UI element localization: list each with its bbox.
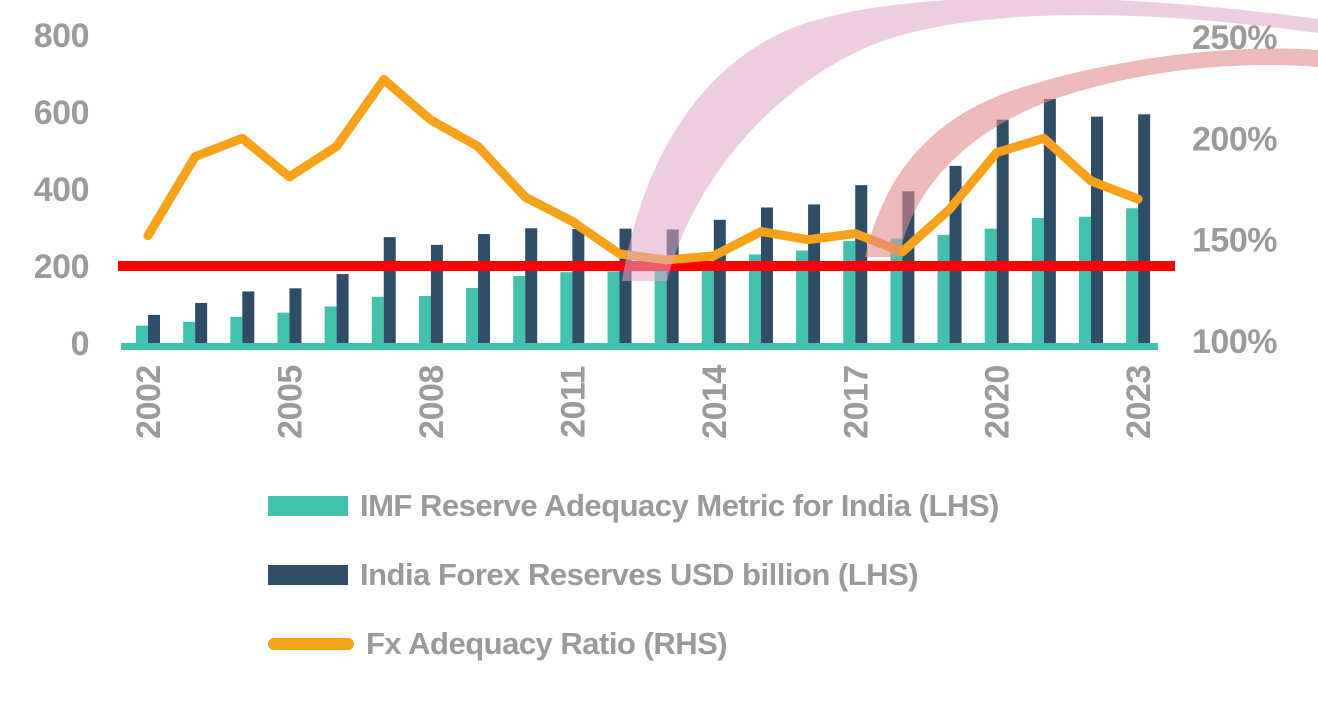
- bar-forex-reserves: [336, 274, 349, 343]
- bar-imf-metric: [418, 296, 431, 343]
- legend: IMF Reserve Adequacy Metric for India (L…: [268, 486, 999, 664]
- left-axis-tick-label: 600: [34, 94, 89, 132]
- left-axis-tick-label: 0: [71, 325, 89, 363]
- x-axis-tick-label: 2014: [696, 365, 734, 439]
- bar-forex-reserves: [808, 204, 821, 343]
- left-axis-tick-label: 400: [34, 171, 89, 209]
- bar-imf-metric: [230, 316, 243, 343]
- bar-imf-metric: [513, 276, 526, 343]
- x-axis-tick-label: 2005: [271, 365, 309, 439]
- bar-imf-metric: [371, 296, 384, 343]
- legend-label-fx-adequacy-ratio: Fx Adequacy Ratio (RHS): [366, 626, 728, 661]
- bar-forex-reserves: [1138, 114, 1151, 343]
- x-axis-tick-label: 2017: [837, 365, 875, 439]
- bar-imf-metric: [796, 250, 809, 343]
- legend-label-imf-metric: IMF Reserve Adequacy Metric for India (L…: [360, 488, 999, 523]
- right-axis-tick-label: 250%: [1192, 19, 1277, 57]
- bar-imf-metric: [560, 272, 573, 343]
- x-axis-tick-label: 2002: [130, 365, 168, 439]
- bar-forex-reserves: [242, 291, 255, 343]
- bar-imf-metric: [937, 234, 950, 343]
- legend-item-imf-metric: IMF Reserve Adequacy Metric for India (L…: [268, 486, 999, 526]
- bar-imf-metric: [277, 312, 290, 343]
- bar-forex-reserves: [289, 288, 302, 343]
- bar-imf-metric: [843, 240, 856, 343]
- left-axis-tick-label: 800: [34, 17, 89, 55]
- bar-forex-reserves: [1043, 98, 1056, 343]
- x-axis-tick-label: 2011: [554, 366, 592, 438]
- left-axis-tick-label: 200: [34, 248, 89, 286]
- pink-swoosh-watermark: [622, 0, 1318, 281]
- right-axis-tick-label: 100%: [1192, 323, 1277, 361]
- bar-imf-metric: [654, 270, 667, 343]
- bar-imf-metric: [183, 321, 196, 343]
- bar-imf-metric: [701, 269, 714, 343]
- bar-forex-reserves: [1091, 116, 1103, 344]
- imf-metric-swatch: [268, 496, 348, 516]
- legend-label-forex-reserves: India Forex Reserves USD billion (LHS): [360, 557, 919, 592]
- bar-imf-metric: [748, 254, 761, 343]
- bar-imf-metric: [466, 287, 479, 343]
- bar-imf-metric: [324, 306, 337, 343]
- x-axis-tick-label: 2008: [413, 365, 451, 439]
- x-axis-tick-label: 2023: [1120, 365, 1158, 439]
- bar-forex-reserves: [760, 207, 773, 343]
- right-axis-tick-label: 150%: [1192, 222, 1277, 260]
- right-axis-tick-label: 200%: [1192, 120, 1277, 158]
- bar-forex-reserves: [478, 234, 491, 343]
- bar-forex-reserves: [525, 228, 538, 343]
- forex-reserves-swatch: [268, 565, 348, 585]
- bar-forex-reserves: [430, 244, 443, 343]
- bar-forex-reserves: [572, 229, 585, 343]
- bar-imf-metric: [607, 271, 620, 343]
- legend-item-forex-reserves: India Forex Reserves USD billion (LHS): [268, 555, 999, 595]
- reserves-adequacy-chart: 800 600 400 200 0 250% 200% 150% 100% 2002 2005 200…: [34, 0, 1318, 439]
- bar-imf-metric: [984, 228, 997, 343]
- bar-imf-metric: [1031, 217, 1044, 343]
- fx-adequacy-ratio-swatch: [268, 638, 354, 650]
- x-axis-line: [121, 343, 1158, 350]
- salmon-swoosh-watermark: [865, 48, 1318, 258]
- bar-forex-reserves: [195, 302, 208, 343]
- x-axis-tick-label: 2020: [979, 365, 1017, 439]
- bar-imf-metric: [136, 325, 148, 343]
- bar-imf-metric: [1126, 208, 1139, 343]
- bar-forex-reserves: [148, 314, 160, 343]
- legend-item-fx-adequacy-ratio: Fx Adequacy Ratio (RHS): [268, 624, 999, 664]
- bar-forex-reserves: [383, 237, 396, 343]
- bar-imf-metric: [1079, 216, 1091, 343]
- bar-forex-reserves: [713, 219, 726, 343]
- bar-forex-reserves: [996, 119, 1009, 343]
